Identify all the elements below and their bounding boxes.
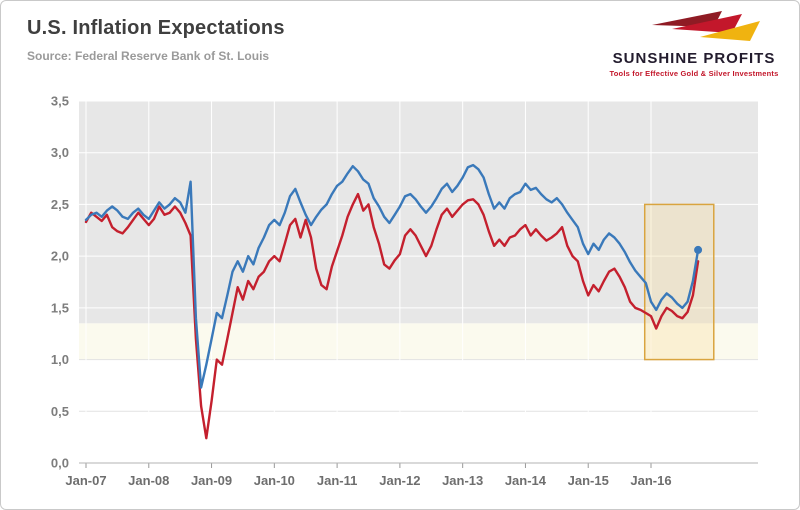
highlight-box [643, 203, 715, 361]
svg-text:1,5: 1,5 [51, 300, 69, 315]
svg-text:Jan-09: Jan-09 [191, 473, 232, 488]
svg-text:2,0: 2,0 [51, 249, 69, 264]
logo-tagline: Tools for Effective Gold & Silver Invest… [609, 69, 779, 78]
blue-line [84, 163, 700, 389]
svg-text:0,5: 0,5 [51, 404, 69, 419]
svg-text:2,5: 2,5 [51, 197, 69, 212]
logo-arrows-icon [652, 11, 760, 41]
svg-text:0,0: 0,0 [51, 456, 69, 471]
svg-text:Jan-07: Jan-07 [65, 473, 106, 488]
svg-text:Jan-15: Jan-15 [568, 473, 609, 488]
svg-text:Jan-13: Jan-13 [442, 473, 483, 488]
source-subtitle: Source: Federal Reserve Bank of St. Loui… [27, 49, 270, 63]
svg-text:3,0: 3,0 [51, 145, 69, 160]
svg-text:1,0: 1,0 [51, 352, 69, 367]
y-axis-labels: 0,0 0,5 1,0 1,5 2,0 2,5 3,0 3,5 [51, 94, 69, 471]
svg-text:Jan-14: Jan-14 [505, 473, 547, 488]
svg-text:Jan-11: Jan-11 [317, 473, 357, 488]
red-line [84, 192, 700, 440]
chart-header: U.S. Inflation Expectations Source: Fede… [27, 17, 285, 63]
blue-line-end-dot [694, 245, 703, 254]
page-title: U.S. Inflation Expectations [27, 17, 285, 39]
svg-text:Jan-12: Jan-12 [379, 473, 420, 488]
svg-text:3,5: 3,5 [51, 94, 69, 109]
svg-text:Jan-08: Jan-08 [128, 473, 169, 488]
x-axis-labels: Jan-07 Jan-08 Jan-09 Jan-10 Jan-11 Jan-12 Jan-… [65, 473, 671, 488]
svg-text:Jan-10: Jan-10 [254, 473, 295, 488]
sunshine-profits-logo: SUNSHINE PROFITS Tools for Effective Gol… [605, 9, 783, 78]
svg-text:Jan-16: Jan-16 [630, 473, 671, 488]
logo-name: SUNSHINE PROFITS [612, 50, 776, 67]
